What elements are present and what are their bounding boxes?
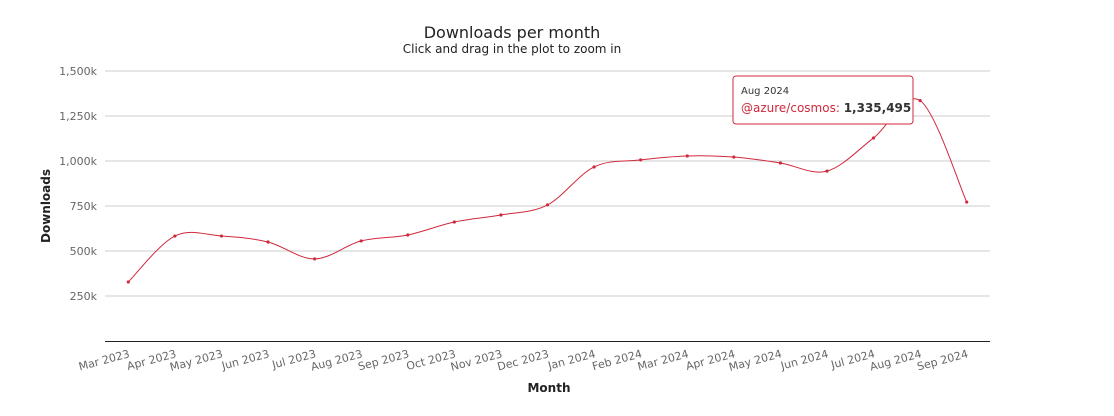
point [545,203,550,207]
chart-title: Downloads per month [424,23,601,42]
x-tick-label: Mar 2023 [77,347,131,373]
chart-subtitle: Click and drag in the plot to zoom in [403,42,622,56]
x-tick-label: Jun 2024 [778,347,829,372]
point [266,240,270,244]
point [406,233,410,237]
x-tick-label: Dec 2023 [496,347,550,373]
x-axis-title: Month [527,381,570,395]
y-tick-label: 750k [70,200,98,213]
point [685,154,689,158]
x-tick-label: May 2024 [727,347,783,374]
tooltip-series: @azure/cosmos: [741,101,844,115]
point [126,280,130,284]
x-tick-label: Jul 2023 [270,347,318,371]
y-tick-label: 1,250k [59,110,97,123]
point [732,155,736,159]
point [778,161,782,165]
point [918,99,922,103]
tooltip-box [732,75,914,125]
y-axis-title: Downloads [39,169,53,243]
tooltip-body: @azure/cosmos: 1,335,495 [741,101,911,115]
point [219,234,224,238]
point [313,257,317,261]
point [965,200,969,204]
point [639,158,643,162]
x-tick-label: Jan 2024 [546,347,597,372]
x-tick-label: Jul 2024 [829,347,877,371]
x-tick-label: Mar 2024 [636,347,690,373]
x-tick-label: Sep 2024 [916,347,970,373]
point [871,136,876,140]
point [359,239,363,243]
tooltip-header: Aug 2024 [741,86,789,97]
point [173,234,177,238]
point [452,220,456,224]
series-line [127,98,968,283]
y-tick-label: 1,500k [59,65,97,78]
tooltip: Aug 2024 @azure/cosmos: 1,335,495 [732,75,914,125]
y-tick-label: 250k [70,290,98,303]
point [825,169,829,173]
point [592,165,596,169]
point [499,213,503,217]
x-tick-label: Jun 2023 [219,347,270,372]
x-tick-label: May 2023 [168,347,224,374]
y-tick-label: 1,000k [59,155,97,168]
x-tick-label: Sep 2023 [357,347,411,373]
tooltip-value: 1,335,495 [844,101,912,115]
y-tick-label: 500k [70,245,98,258]
